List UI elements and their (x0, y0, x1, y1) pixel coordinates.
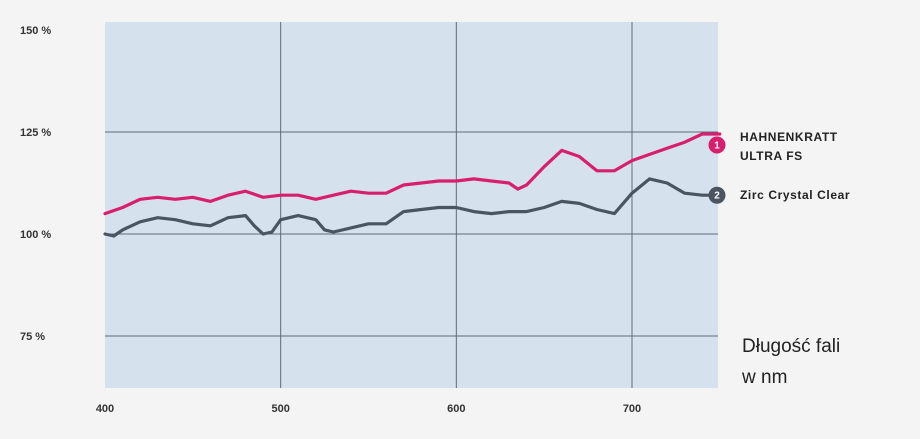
x-tick-label-400: 400 (96, 403, 114, 415)
y-tick-label-125: 125 % (20, 127, 51, 139)
legend-label-1-line-1: HAHNENKRATT (740, 130, 838, 144)
series-line-1 (103, 132, 722, 216)
y-tick-label-75: 75 % (20, 331, 45, 343)
x-tick-label-600: 600 (447, 403, 465, 415)
series-badge-number-1: 1 (714, 141, 720, 152)
x-axis-label-line-1: Długość fali (742, 336, 840, 357)
legend-label-2: Zirc Crystal Clear (740, 188, 850, 202)
legend: 1 HAHNENKRATT ULTRA FS 2 Zirc Crystal Clear (708, 130, 850, 204)
series-lines (103, 132, 722, 238)
grid (105, 22, 718, 388)
x-tick-label-700: 700 (623, 403, 641, 415)
series-line-2 (103, 177, 722, 238)
x-tick-label-500: 500 (271, 403, 289, 415)
legend-label-1-line-2: ULTRA FS (740, 149, 803, 163)
series-badge-1 (708, 136, 726, 154)
y-tick-label-150: 150 % (20, 25, 51, 37)
y-tick-label-100: 100 % (20, 229, 51, 241)
x-axis-ticks: 400 500 600 700 (96, 403, 641, 415)
x-axis-label-line-2: w nm (741, 367, 787, 388)
y-axis-ticks: 150 % 125 % 100 % 75 % (20, 25, 51, 343)
series-badge-2 (708, 186, 726, 204)
plot-area (105, 22, 718, 388)
series-badge-number-2: 2 (714, 191, 720, 202)
